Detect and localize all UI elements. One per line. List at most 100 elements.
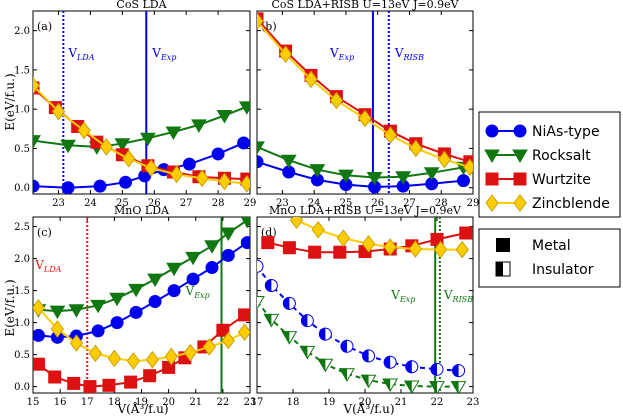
data-point <box>186 272 200 286</box>
data-point <box>221 331 235 350</box>
legend-label: Zincblende <box>532 196 610 212</box>
data-point <box>221 248 235 262</box>
x-tick-label: 29 <box>467 198 480 209</box>
panel-b: CoS LDA+RISB U=13eV J=0.9eV(b)23 24 25 26 27… <box>256 0 480 209</box>
legend-label: Rocksalt <box>532 148 591 164</box>
y-tick-label: 0.0 <box>14 382 30 393</box>
insulator-legend-entry: Insulator <box>495 261 594 278</box>
legend-entry-rocksalt: Rocksalt <box>484 148 591 164</box>
y-tick-label: 2.0 <box>14 26 30 37</box>
data-point <box>119 175 133 189</box>
data-point <box>49 305 66 320</box>
x-tick-label: 18 <box>287 397 300 408</box>
panels: CoS LDA(a)23 24 25 26 27 28 290.00.51.01.52.0V… <box>14 0 479 408</box>
data-point <box>90 135 104 149</box>
data-point <box>395 171 411 185</box>
data-point <box>299 345 316 360</box>
data-point <box>318 327 332 341</box>
structure-legend: NiAs-type Rocksalt Wurtzite Zincblende <box>478 111 621 218</box>
x-tick-label: 17 <box>81 397 94 408</box>
x-tick-label: 15 <box>27 397 40 408</box>
series-line <box>257 145 464 179</box>
x-tick-label: 25 <box>340 198 353 209</box>
legend-label: Wurtzite <box>532 172 591 188</box>
data-point <box>217 172 232 191</box>
data-point <box>430 362 444 376</box>
series-line <box>33 84 247 185</box>
legend-entry-nias-type: NiAs-type <box>485 124 600 140</box>
data-point <box>110 316 124 330</box>
x-tick-label: 25 <box>116 198 129 209</box>
data-point <box>211 147 225 161</box>
series-zincblende <box>257 12 473 177</box>
legend-entry-zincblende: Zincblende <box>485 194 610 212</box>
data-point <box>263 313 280 328</box>
data-point <box>336 229 351 247</box>
x-tick-label: 27 <box>180 198 193 209</box>
data-point <box>107 349 121 368</box>
y-tick-label: 1.5 <box>14 286 30 297</box>
data-point <box>308 245 322 259</box>
data-point <box>99 138 114 156</box>
data-point <box>362 349 376 363</box>
data-point <box>455 240 469 259</box>
data-point <box>278 45 293 64</box>
data-point <box>204 240 220 254</box>
series-rocksalt <box>257 295 467 393</box>
plot-frame <box>256 10 474 195</box>
series-nias-type <box>257 155 470 194</box>
x-tick-label: 20 <box>162 397 175 408</box>
data-point <box>463 158 473 177</box>
series-line <box>257 300 459 388</box>
data-point <box>220 227 237 241</box>
x-tick-label: 23 <box>52 198 65 209</box>
y-tick-label: 0.5 <box>14 144 30 155</box>
data-point <box>77 121 91 140</box>
panel-title: MnO LDA <box>114 204 170 217</box>
data-point <box>382 378 399 393</box>
legend-marker-right-icon <box>513 194 527 212</box>
data-point <box>456 174 470 188</box>
data-point <box>67 376 81 390</box>
x-tick-label: 20 <box>359 397 372 408</box>
x-tick-label: 21 <box>189 397 202 408</box>
y-tick-label: 1.0 <box>14 318 30 329</box>
data-point <box>202 338 216 356</box>
y-tick-label: 2.5 <box>14 222 30 233</box>
data-point <box>304 70 318 89</box>
data-point <box>360 374 377 389</box>
data-point <box>257 12 264 31</box>
data-point <box>257 259 264 273</box>
data-point <box>169 165 184 184</box>
data-point <box>366 172 383 186</box>
legend-label: NiAs-type <box>532 124 600 140</box>
x-tick-label: 23 <box>467 397 480 408</box>
y-axis-label-top: E(eV/f.u.) <box>3 73 17 130</box>
series-rocksalt <box>257 141 472 186</box>
x-tick-label: 28 <box>435 198 448 209</box>
legend-marker-right-icon <box>513 124 527 138</box>
legend-entry-wurtzite: Wurtzite <box>485 172 591 188</box>
panel-title: CoS LDA+RISB U=13eV J=0.9eV <box>271 0 459 11</box>
legend-marker-left-icon <box>485 172 499 186</box>
data-point <box>33 179 40 193</box>
data-point <box>102 378 116 392</box>
data-point <box>129 305 143 319</box>
data-point <box>240 174 250 193</box>
legend-marker-right-icon <box>512 149 528 163</box>
data-point <box>358 109 372 128</box>
data-point <box>281 331 298 345</box>
panel-a: CoS LDA(a)23 24 25 26 27 28 290.00.51.01.52.0V… <box>14 0 256 209</box>
data-point <box>282 241 296 255</box>
panel-label: (c) <box>37 226 52 239</box>
data-point <box>437 150 452 169</box>
legend-marker-left-icon <box>484 149 500 163</box>
x-tick-label: 22 <box>217 397 230 408</box>
data-point <box>191 119 207 133</box>
x-tick-label: 23 <box>276 198 289 209</box>
insulator-marker-fill-icon <box>496 262 503 276</box>
x-tick-label: 21 <box>395 397 408 408</box>
data-point <box>122 149 136 168</box>
data-point <box>165 126 182 140</box>
data-point <box>195 169 209 188</box>
